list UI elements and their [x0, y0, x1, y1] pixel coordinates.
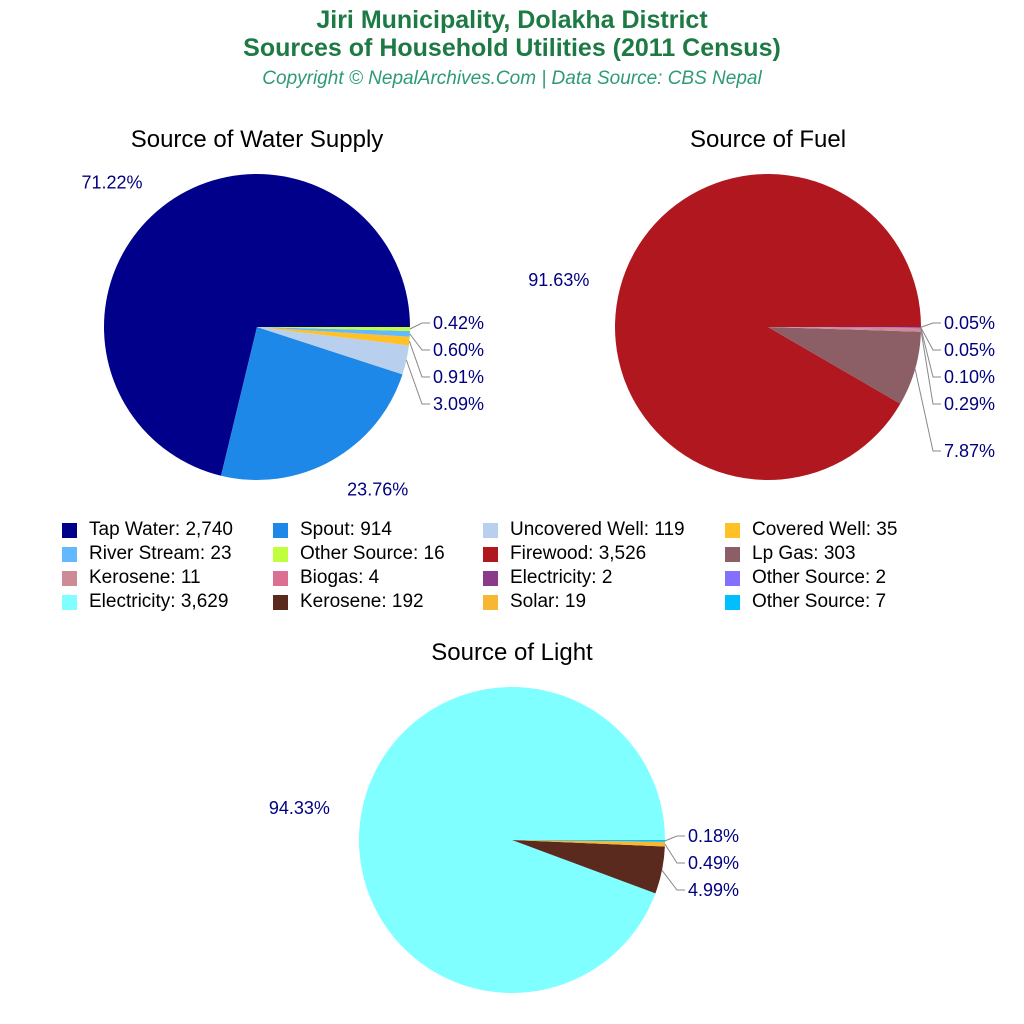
leader-line — [409, 333, 430, 351]
legend-item: Covered Well: 35 — [725, 519, 897, 541]
leader-line — [664, 843, 685, 864]
legend-item: Electricity: 2 — [483, 567, 612, 589]
slice-label: 23.76% — [347, 480, 408, 500]
legend-swatch — [483, 594, 498, 610]
slice-label: 94.33% — [269, 798, 330, 818]
leader-line — [920, 330, 941, 405]
legend-item: Lp Gas: 303 — [725, 543, 856, 565]
legend-item: Other Source: 2 — [725, 567, 886, 589]
slice-label: 0.60% — [433, 340, 484, 360]
pie-slice — [257, 327, 409, 375]
legend-item: Other Source: 16 — [273, 543, 445, 565]
leader-line — [408, 340, 430, 378]
legend-swatch — [725, 522, 740, 538]
pie-slice — [359, 687, 665, 994]
legend-swatch — [62, 594, 77, 610]
legend-label: Solar: 19 — [510, 591, 587, 612]
slice-label: 7.87% — [944, 441, 995, 461]
legend-label: Electricity: 2 — [510, 567, 613, 588]
leader-line — [920, 328, 941, 378]
legend-item: Electricity: 3,629 — [62, 591, 228, 613]
pie-slice — [257, 327, 410, 331]
legend-swatch — [62, 570, 77, 586]
legend-item: Solar: 19 — [483, 591, 586, 613]
slice-label: 71.22% — [82, 173, 143, 193]
slice-label: 0.49% — [688, 853, 739, 873]
slice-label: 3.09% — [433, 394, 484, 414]
legend-swatch — [273, 522, 288, 538]
legend-item: River Stream: 23 — [62, 543, 232, 565]
subtitle: Copyright © NepalArchives.Com | Data Sou… — [262, 68, 762, 89]
legend-label: Covered Well: 35 — [752, 519, 898, 540]
leader-line — [405, 359, 430, 405]
pie-slice — [768, 327, 921, 329]
slice-label: 0.42% — [433, 313, 484, 333]
legend-label: Tap Water: 2,740 — [89, 519, 233, 540]
legend-label: Uncovered Well: 119 — [510, 519, 685, 540]
legend-swatch — [725, 570, 740, 586]
legend-label: River Stream: 23 — [89, 543, 232, 564]
legend-swatch — [725, 594, 740, 610]
pie-title: Source of Light — [431, 639, 593, 666]
legend-swatch — [62, 522, 77, 538]
legend-item: Firewood: 3,526 — [483, 543, 646, 565]
legend-swatch — [62, 546, 77, 562]
slice-label: 0.05% — [944, 313, 995, 333]
pie-slice — [512, 840, 665, 894]
legend-label: Biogas: 4 — [300, 567, 380, 588]
legend-swatch — [483, 570, 498, 586]
pie-title: Source of Water Supply — [131, 126, 384, 153]
legend-swatch — [483, 546, 498, 562]
legend-item: Kerosene: 192 — [273, 591, 424, 613]
pie-slice — [221, 327, 403, 480]
pie-slice — [768, 327, 921, 328]
legend-label: Kerosene: 192 — [300, 591, 424, 612]
leader-line — [664, 835, 685, 842]
pie-slice — [512, 840, 665, 842]
leader-line — [920, 327, 941, 351]
pie-slice — [768, 327, 921, 332]
slice-label: 91.63% — [528, 270, 589, 290]
legend-swatch — [725, 546, 740, 562]
legend-label: Spout: 914 — [300, 519, 392, 540]
leader-line — [661, 869, 685, 891]
leader-line — [409, 322, 430, 330]
leader-line — [920, 322, 941, 328]
slice-label: 0.29% — [944, 394, 995, 414]
legend-item: Other Source: 7 — [725, 591, 886, 613]
pie-slice — [257, 327, 410, 337]
slice-label: 0.91% — [433, 367, 484, 387]
legend-item: Spout: 914 — [273, 519, 392, 541]
slice-label: 0.10% — [944, 367, 995, 387]
pie-slice — [512, 840, 665, 847]
legend-item: Kerosene: 11 — [62, 567, 201, 589]
legend-swatch — [273, 570, 288, 586]
legend-item: Tap Water: 2,740 — [62, 519, 233, 541]
legend-item: Biogas: 4 — [273, 567, 379, 589]
title-line2: Sources of Household Utilities (2011 Cen… — [243, 34, 781, 62]
legend-swatch — [483, 522, 498, 538]
slice-label: 0.18% — [688, 826, 739, 846]
pie-title: Source of Fuel — [690, 126, 846, 153]
legend-label: Electricity: 3,629 — [89, 591, 229, 612]
slice-label: 4.99% — [688, 880, 739, 900]
legend-label: Firewood: 3,526 — [510, 543, 647, 564]
legend-label: Other Source: 16 — [300, 543, 445, 564]
title-line1: Jiri Municipality, Dolakha District — [316, 6, 708, 34]
legend-item: Uncovered Well: 119 — [483, 519, 685, 541]
legend-swatch — [273, 594, 288, 610]
legend-label: Kerosene: 11 — [89, 567, 201, 588]
pie-slice — [103, 173, 411, 476]
leader-line — [914, 368, 941, 452]
legend-label: Other Source: 7 — [752, 591, 887, 612]
legend-swatch — [273, 546, 288, 562]
legend-label: Lp Gas: 303 — [752, 543, 856, 564]
pie-slice — [615, 173, 921, 480]
pie-slice — [768, 327, 921, 404]
legend-label: Other Source: 2 — [752, 567, 887, 588]
slice-label: 0.05% — [944, 340, 995, 360]
pie-slice — [257, 327, 410, 346]
